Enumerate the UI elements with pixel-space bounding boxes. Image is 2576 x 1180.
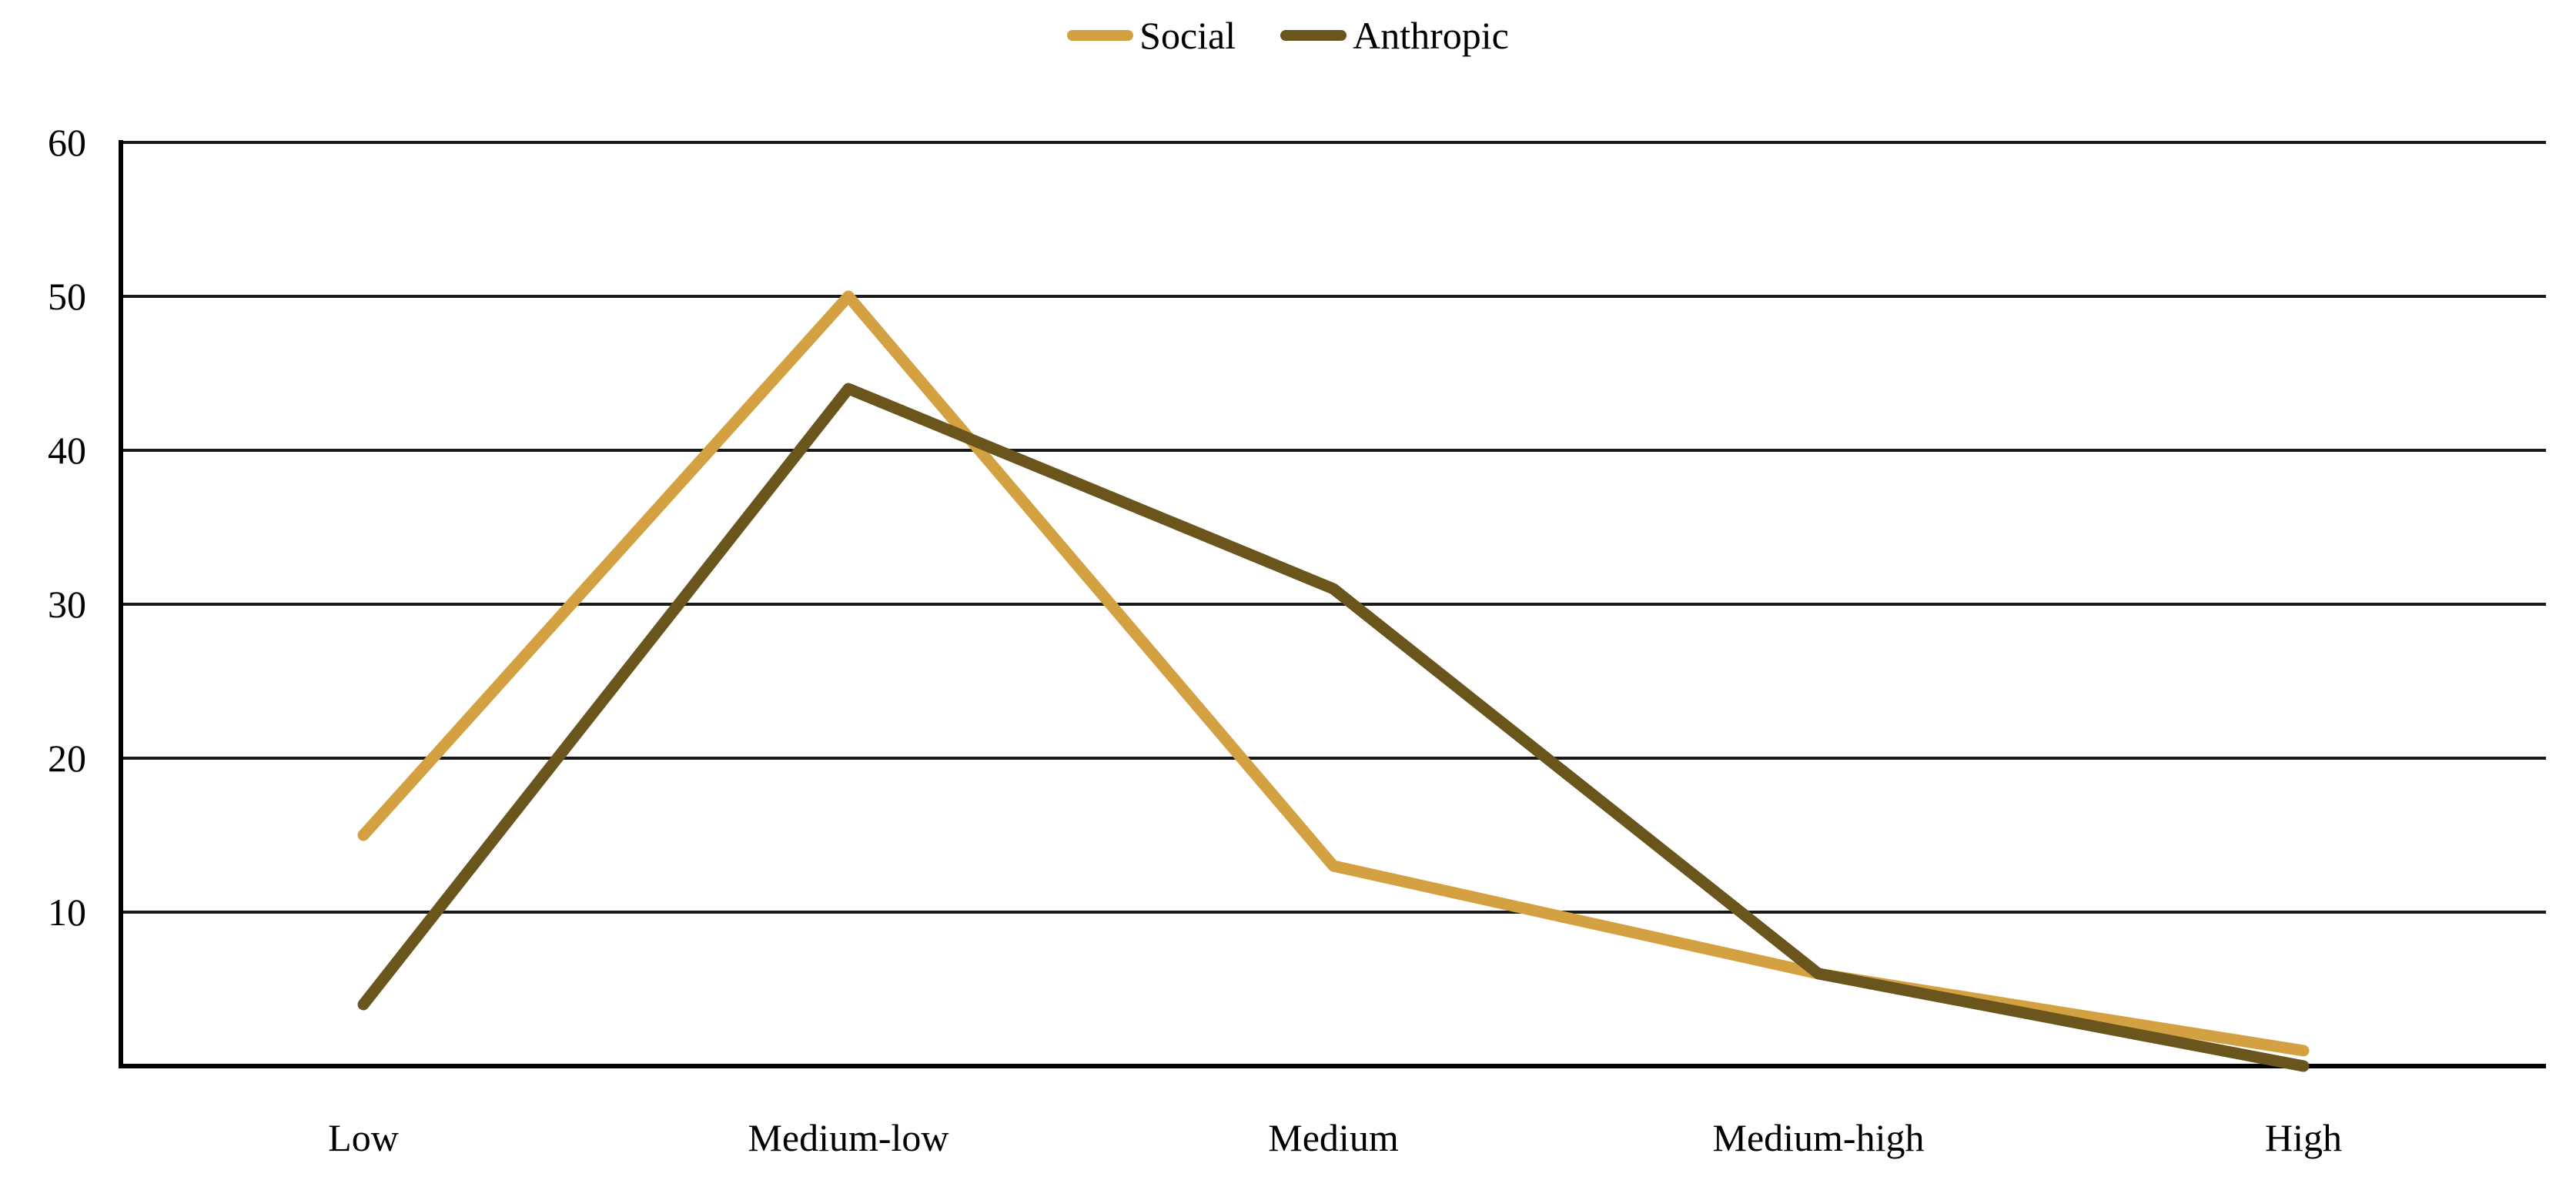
series-line-anthropic bbox=[357, 383, 2310, 1072]
legend-label: Social bbox=[1139, 14, 1236, 57]
x-category-label-medium-high: Medium-high bbox=[1713, 1116, 1925, 1159]
series-line-social bbox=[357, 290, 2310, 1057]
y-tick-label-60: 60 bbox=[48, 121, 86, 164]
x-category-label-medium-low: Medium-low bbox=[748, 1116, 948, 1159]
x-category-label-high: High bbox=[2265, 1116, 2342, 1159]
y-tick-label-40: 40 bbox=[48, 429, 86, 472]
legend-swatch-social bbox=[1067, 30, 1134, 41]
legend-item-anthropic: Anthropic bbox=[1280, 11, 1509, 60]
x-category-label-low: Low bbox=[328, 1116, 399, 1159]
legend: Social Anthropic bbox=[0, 11, 2576, 60]
legend-label: Anthropic bbox=[1353, 14, 1509, 57]
legend-item-social: Social bbox=[1067, 11, 1236, 60]
x-category-label-medium: Medium bbox=[1268, 1116, 1399, 1159]
legend-swatch-anthropic bbox=[1280, 30, 1347, 41]
y-tick-label-30: 30 bbox=[48, 583, 86, 626]
y-tick-label-10: 10 bbox=[48, 891, 86, 934]
y-tick-label-20: 20 bbox=[48, 737, 86, 780]
y-tick-label-50: 50 bbox=[48, 275, 86, 318]
